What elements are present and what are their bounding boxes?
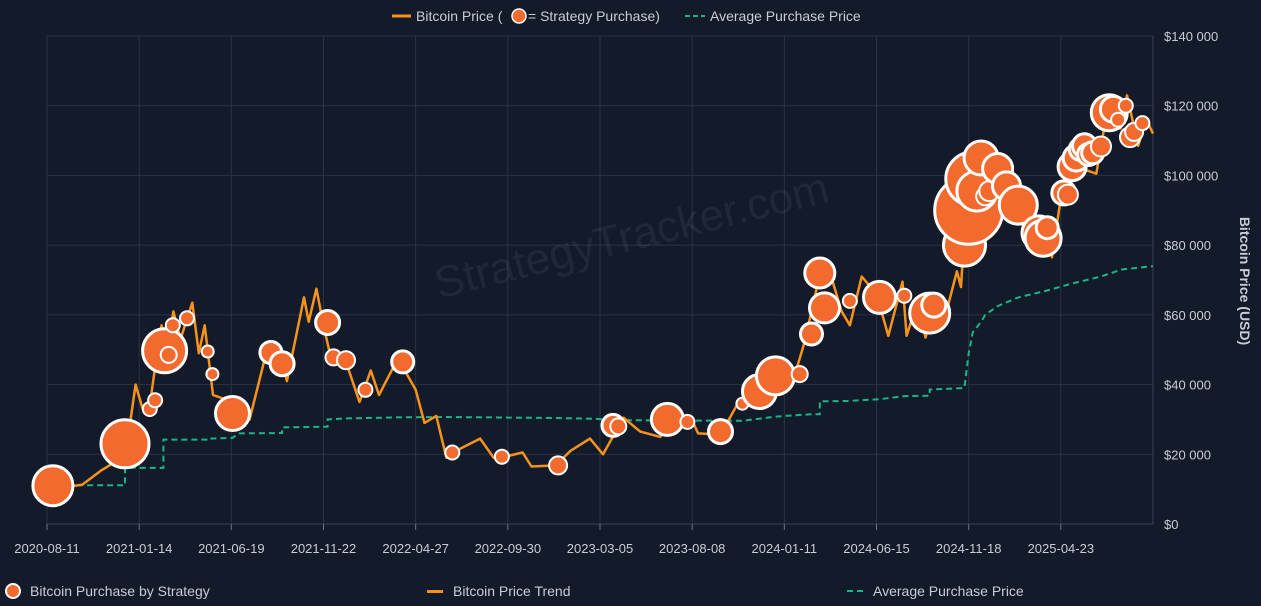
purchase-marker <box>609 417 628 436</box>
x-tick-label: 2021-01-14 <box>106 541 173 556</box>
purchase-marker <box>755 355 796 397</box>
y-tick-label: $80 000 <box>1164 238 1211 253</box>
purchase-marker <box>164 317 181 334</box>
purchase-marker <box>808 291 841 325</box>
purchase-marker <box>1117 97 1134 114</box>
purchase-marker <box>790 365 809 384</box>
top-legend-average-label: Average Purchase Price <box>710 8 861 24</box>
purchase-marker <box>268 350 296 378</box>
purchase-marker <box>336 350 356 371</box>
purchase-marker <box>997 184 1039 226</box>
bottom-legend-trend[interactable]: Bitcoin Price Trend <box>427 580 571 602</box>
purchase-marker <box>799 321 824 347</box>
purchase-marker <box>1034 215 1060 241</box>
purchase-marker <box>444 444 461 461</box>
bottom-legend-purchase[interactable]: Bitcoin Purchase by Strategy <box>5 580 210 602</box>
top-legend-purchase-label: = Strategy Purchase) <box>528 8 660 24</box>
y-tick-label: $40 000 <box>1164 378 1211 393</box>
top-legend[interactable]: Bitcoin Price ( = Strategy Purchase) Ave… <box>392 8 861 24</box>
purchase-marker <box>1056 183 1079 206</box>
purchase-dot-icon <box>5 583 21 599</box>
purchase-marker <box>841 292 858 309</box>
bottom-legend-average-label: Average Purchase Price <box>873 583 1024 599</box>
x-tick-label: 2023-08-08 <box>659 541 726 556</box>
y-tick-label: $140 000 <box>1164 29 1218 44</box>
average-purchase-price-line <box>67 265 1154 487</box>
purchase-marker <box>862 279 897 315</box>
purchase-marker <box>493 448 510 465</box>
purchase-marker <box>707 418 734 446</box>
purchase-marker <box>390 349 416 375</box>
y-tick-label: $0 <box>1164 517 1178 532</box>
average-dash-icon <box>847 590 863 592</box>
x-tick-label: 2025-04-23 <box>1028 541 1095 556</box>
x-tick-label: 2024-11-18 <box>936 541 1002 556</box>
purchase-marker <box>31 464 75 508</box>
purchase-marker <box>159 345 178 364</box>
y-axis-ticks: $0 $20 000 $40 000 $60 000 $80 000 $100 000 $1… <box>1164 29 1218 532</box>
x-tick-label: 2020-08-11 <box>14 541 80 556</box>
purchase-marker <box>147 392 164 409</box>
purchase-marker <box>205 367 220 382</box>
purchase-marker <box>803 256 837 290</box>
bottom-legend-trend-label: Bitcoin Price Trend <box>453 583 571 599</box>
purchase-marker <box>99 418 151 470</box>
y-tick-label: $20 000 <box>1164 447 1211 462</box>
purchase-marker <box>1110 111 1127 128</box>
x-tick-label: 2021-06-19 <box>198 541 265 556</box>
bottom-legend-average[interactable]: Average Purchase Price <box>847 580 1024 602</box>
x-tick-label: 2024-01-11 <box>752 541 818 556</box>
purchase-marker <box>200 344 215 359</box>
watermark-text: StrategyTracker.com <box>429 163 833 308</box>
y-tick-label: $120 000 <box>1164 99 1218 114</box>
purchase-marker <box>179 310 195 327</box>
y-tick-label: $100 000 <box>1164 168 1218 183</box>
x-tick-label: 2022-04-27 <box>382 541 449 556</box>
x-tick-label: 2023-03-05 <box>567 541 634 556</box>
purchase-marker <box>357 381 374 398</box>
purchase-markers <box>31 93 1151 508</box>
bottom-legend-purchase-label: Bitcoin Purchase by Strategy <box>30 583 210 599</box>
purchase-marker <box>920 291 948 319</box>
x-tick-label: 2024-06-15 <box>843 541 910 556</box>
top-legend-price-label: Bitcoin Price ( <box>416 8 503 24</box>
y-axis-title: Bitcoin Price (USD) <box>1237 217 1253 345</box>
purchase-marker <box>679 413 696 430</box>
purchase-marker <box>1090 135 1112 158</box>
purchase-marker <box>548 455 569 476</box>
x-tick-label: 2021-11-22 <box>291 541 357 556</box>
purchase-marker <box>649 401 685 437</box>
purchase-marker <box>314 309 342 336</box>
x-tick-label: 2022-09-30 <box>475 541 542 556</box>
average-series <box>67 265 1154 487</box>
purchase-marker <box>896 287 913 304</box>
purchase-marker <box>214 395 251 432</box>
top-legend-purchase-dot <box>511 8 527 24</box>
purchase-marker <box>1134 115 1151 132</box>
trend-line-icon <box>427 589 443 593</box>
y-tick-label: $60 000 <box>1164 308 1211 323</box>
x-axis-ticks: 2020-08-11 2021-01-14 2021-06-19 2021-11-22… <box>14 524 1094 556</box>
